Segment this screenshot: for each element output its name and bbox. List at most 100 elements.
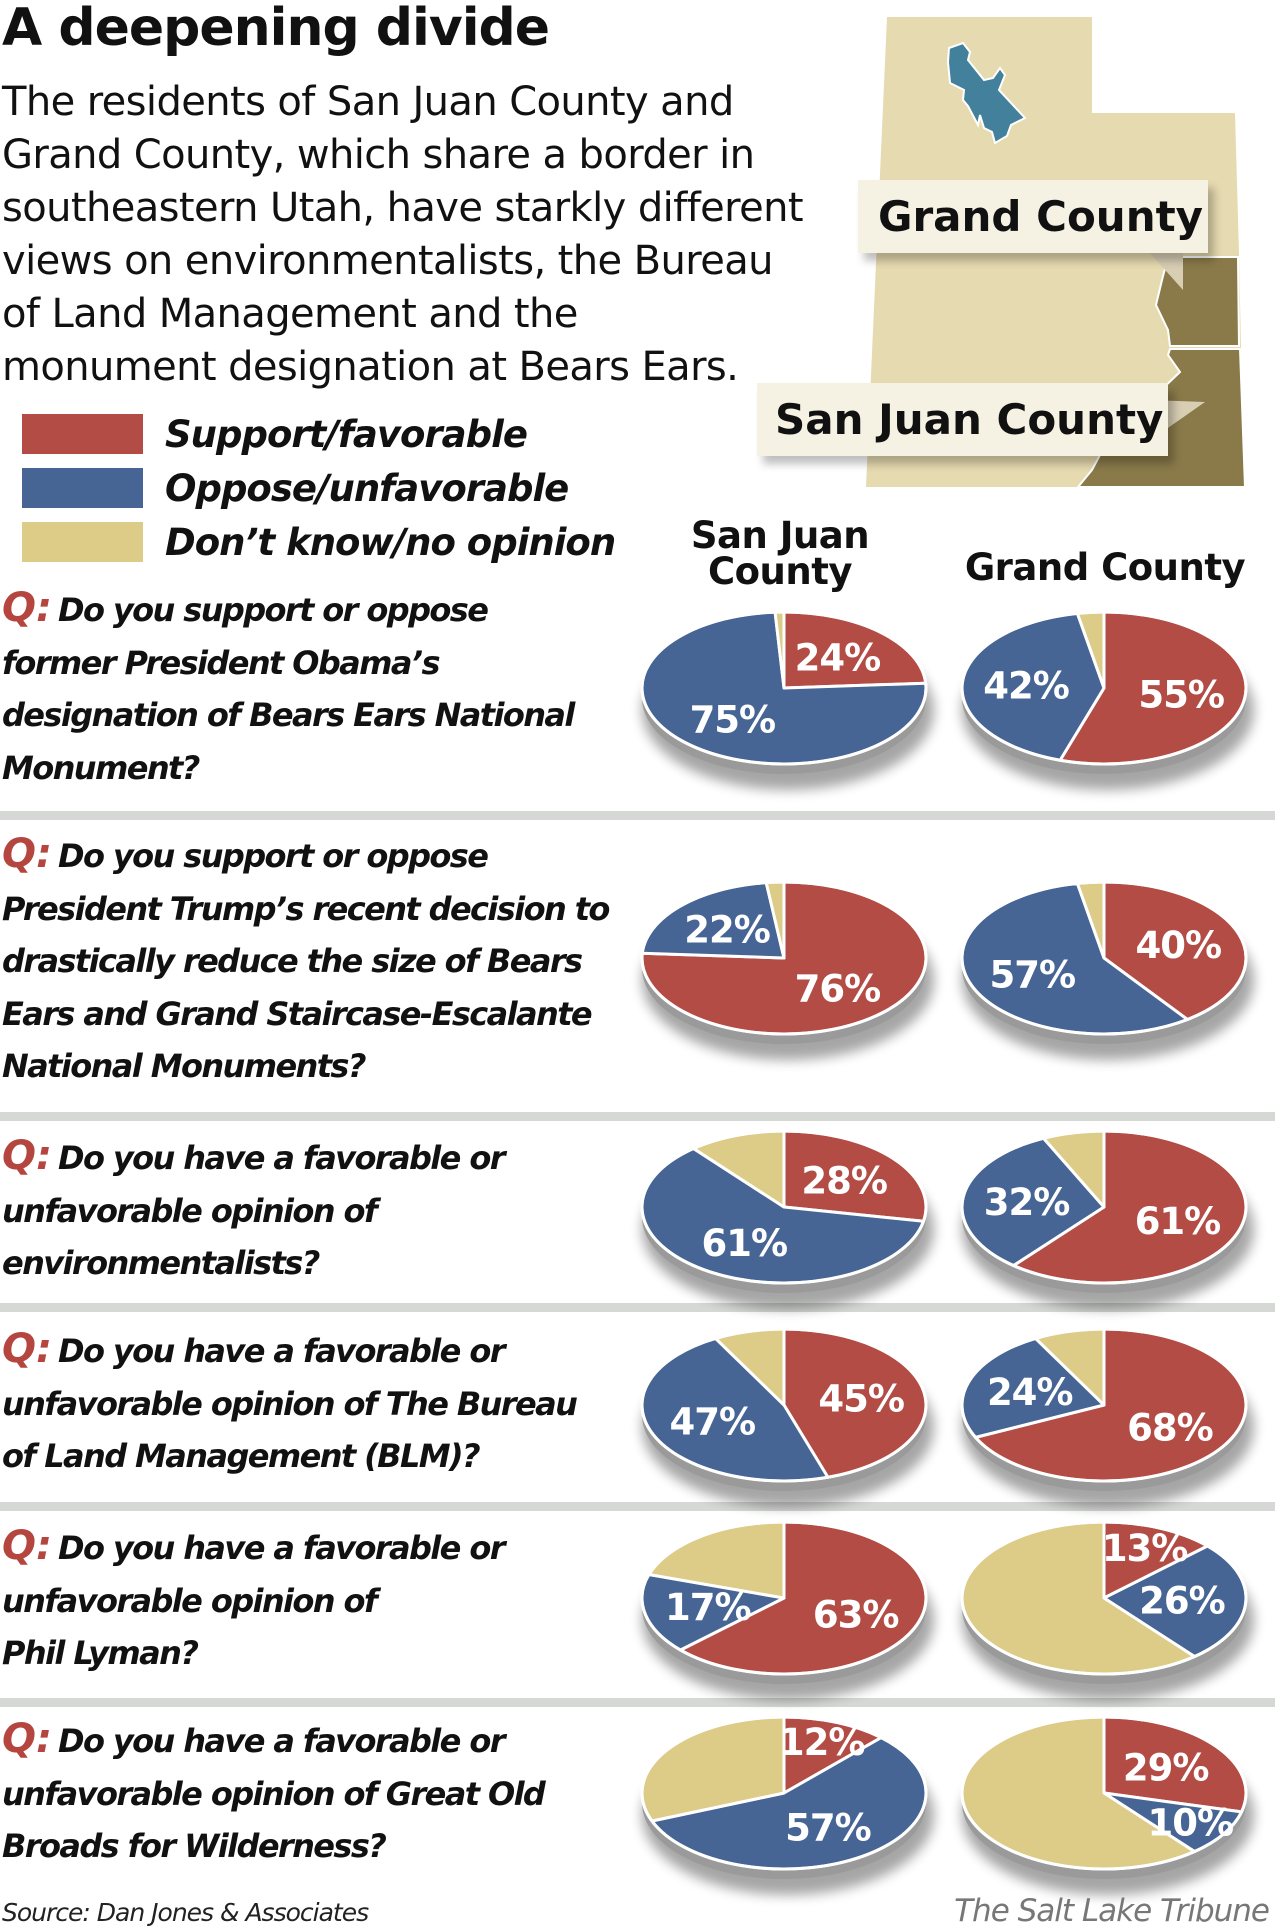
- question-line: National Monuments?: [2, 1040, 642, 1093]
- section-divider: [0, 1698, 1275, 1707]
- pie-label-oppose: 22%: [684, 908, 770, 951]
- salt-lake-county-shape: [946, 41, 1027, 145]
- pie-label-support: 68%: [1127, 1406, 1213, 1449]
- pie-outline: [960, 1129, 1248, 1285]
- intro-line: Grand County, which share a border in: [2, 132, 755, 178]
- question-line-text: Phil Lyman?: [2, 1634, 199, 1672]
- question-line: environmentalists?: [2, 1237, 642, 1290]
- question-line-text: Monument?: [2, 748, 200, 787]
- intro-line: southeastern Utah, have starkly differen…: [2, 185, 804, 231]
- q-marker: Q:: [2, 1326, 52, 1372]
- question-line-text: Do you have a favorable or: [58, 1529, 505, 1567]
- pie-label-support: 24%: [795, 637, 881, 680]
- question-line-text: unfavorable opinion of: [2, 1581, 378, 1620]
- pie-label-support: 55%: [1138, 674, 1224, 717]
- question-line: Ears and Grand Staircase-Escalante: [2, 988, 642, 1041]
- pie-grand-q3: 61% 32%: [960, 1129, 1254, 1309]
- pie-outline: [960, 1715, 1248, 1871]
- pie-outline: [960, 1520, 1248, 1676]
- pie-grand-q1: 55% 42%: [960, 610, 1254, 790]
- pie-label-oppose: 17%: [665, 1586, 751, 1629]
- legend-label: Don’t know/no opinion: [165, 520, 616, 564]
- page-title: A deepening divide: [2, 0, 550, 58]
- pie-label-support: 45%: [818, 1377, 904, 1420]
- q-marker: Q:: [2, 1133, 52, 1179]
- section-divider: [0, 1502, 1275, 1511]
- pie-san_juan-q6: 12% 57%: [640, 1715, 934, 1895]
- pie-label-oppose: 26%: [1139, 1580, 1225, 1623]
- pie-san_juan-q4: 45% 47%: [640, 1327, 934, 1507]
- intro-line: The residents of San Juan County and: [2, 79, 734, 125]
- question-line: drastically reduce the size of Bears: [2, 935, 642, 988]
- question-line: Phil Lyman?: [2, 1627, 642, 1680]
- legend-swatch: [22, 522, 143, 562]
- pie-san_juan-q3: 28% 61%: [640, 1129, 934, 1309]
- pie-label-support: 12%: [779, 1721, 865, 1764]
- question-text: Q: Do you have a favorable or unfavorable …: [2, 1713, 642, 1873]
- question-line: President Trump’s recent decision to: [2, 883, 642, 936]
- legend-label: Support/favorable: [165, 412, 528, 456]
- pie-outline: [640, 1129, 928, 1285]
- question-line-text: Do you have a favorable or: [58, 1722, 505, 1760]
- pie-grand-q6: 29%10%: [960, 1715, 1254, 1895]
- pie-outline: [960, 880, 1248, 1036]
- legend-item-support: Support/favorable: [22, 412, 528, 456]
- legend-label: Oppose/unfavorable: [165, 466, 569, 510]
- question-line-text: President Trump’s recent decision to: [2, 889, 610, 928]
- pie-san_juan-q5: 63% 17%: [640, 1520, 934, 1700]
- pie-label-oppose: 42%: [983, 664, 1069, 707]
- question-line: Q: Do you have a favorable or: [2, 1520, 642, 1575]
- q-marker: Q:: [2, 1523, 52, 1569]
- question-line: of Land Management (BLM)?: [2, 1430, 642, 1483]
- pie-grand-q4: 68% 24%: [960, 1327, 1254, 1507]
- question-text: Q: Do you have a favorable or unfavorable …: [2, 1323, 642, 1483]
- pie-label-oppose: 47%: [670, 1401, 756, 1444]
- legend-swatch: [22, 468, 143, 508]
- pie-label-oppose: 57%: [990, 954, 1076, 997]
- pie-outline: [960, 610, 1248, 766]
- section-divider: [0, 811, 1275, 820]
- column-header-san-juan: San Juan County: [690, 514, 870, 593]
- question-line-text: Do you have a favorable or: [58, 1139, 505, 1177]
- question-text: Q: Do you support or oppose President Trum…: [2, 828, 642, 1093]
- intro-line: monument designation at Bears Ears.: [2, 344, 739, 390]
- section-divider: [0, 1303, 1275, 1312]
- question-text: Q: Do you support or oppose former Preside…: [2, 582, 642, 794]
- pie-label-support: 76%: [795, 967, 881, 1010]
- pie-outline: [640, 1715, 928, 1871]
- pie-label-support: 40%: [1135, 924, 1221, 967]
- legend-item-dont-know: Don’t know/no opinion: [22, 520, 616, 564]
- question-line-text: Ears and Grand Staircase-Escalante: [2, 994, 593, 1033]
- q-marker: Q:: [2, 831, 52, 877]
- question-line: unfavorable opinion of The Bureau: [2, 1378, 642, 1431]
- pie-san_juan-q1: 24% 75%: [640, 610, 934, 790]
- question-line-text: environmentalists?: [2, 1244, 320, 1282]
- question-line: unfavorable opinion of Great Old: [2, 1768, 642, 1821]
- question-line: designation of Bears Ears National: [2, 689, 642, 742]
- q-marker: Q:: [2, 1716, 52, 1762]
- question-text: Q: Do you have a favorable or unfavorable …: [2, 1130, 642, 1290]
- question-line-text: unfavorable opinion of Great Old: [2, 1774, 546, 1813]
- question-line: Monument?: [2, 742, 642, 795]
- q-marker: Q:: [2, 585, 52, 631]
- intro-line: views on environmentalists, the Bureau: [2, 238, 773, 284]
- question-line: Q: Do you have a favorable or: [2, 1130, 642, 1185]
- pie-label-oppose: 32%: [984, 1181, 1070, 1224]
- grand-county-label: Grand County: [858, 180, 1208, 253]
- question-line-text: unfavorable opinion of: [2, 1191, 378, 1230]
- pie-outline: [640, 880, 928, 1036]
- pie-label-support: 29%: [1123, 1746, 1209, 1789]
- question-line-text: Do you support or oppose: [58, 837, 489, 875]
- question-line: Q: Do you support or oppose: [2, 828, 642, 883]
- question-line-text: designation of Bears Ears National: [2, 696, 575, 734]
- pie-outline: [640, 610, 928, 766]
- intro-line: of Land Management and the: [2, 291, 578, 337]
- source-note: Source: Dan Jones & Associates: [2, 1898, 369, 1927]
- pie-san_juan-q2: 76% 22%: [640, 880, 934, 1060]
- pie-outline: [960, 1327, 1248, 1483]
- question-line: former President Obama’s: [2, 637, 642, 690]
- question-line: Q: Do you support or oppose: [2, 582, 642, 637]
- pie-label-support: 28%: [801, 1159, 887, 1202]
- pie-label-oppose: 61%: [701, 1222, 787, 1265]
